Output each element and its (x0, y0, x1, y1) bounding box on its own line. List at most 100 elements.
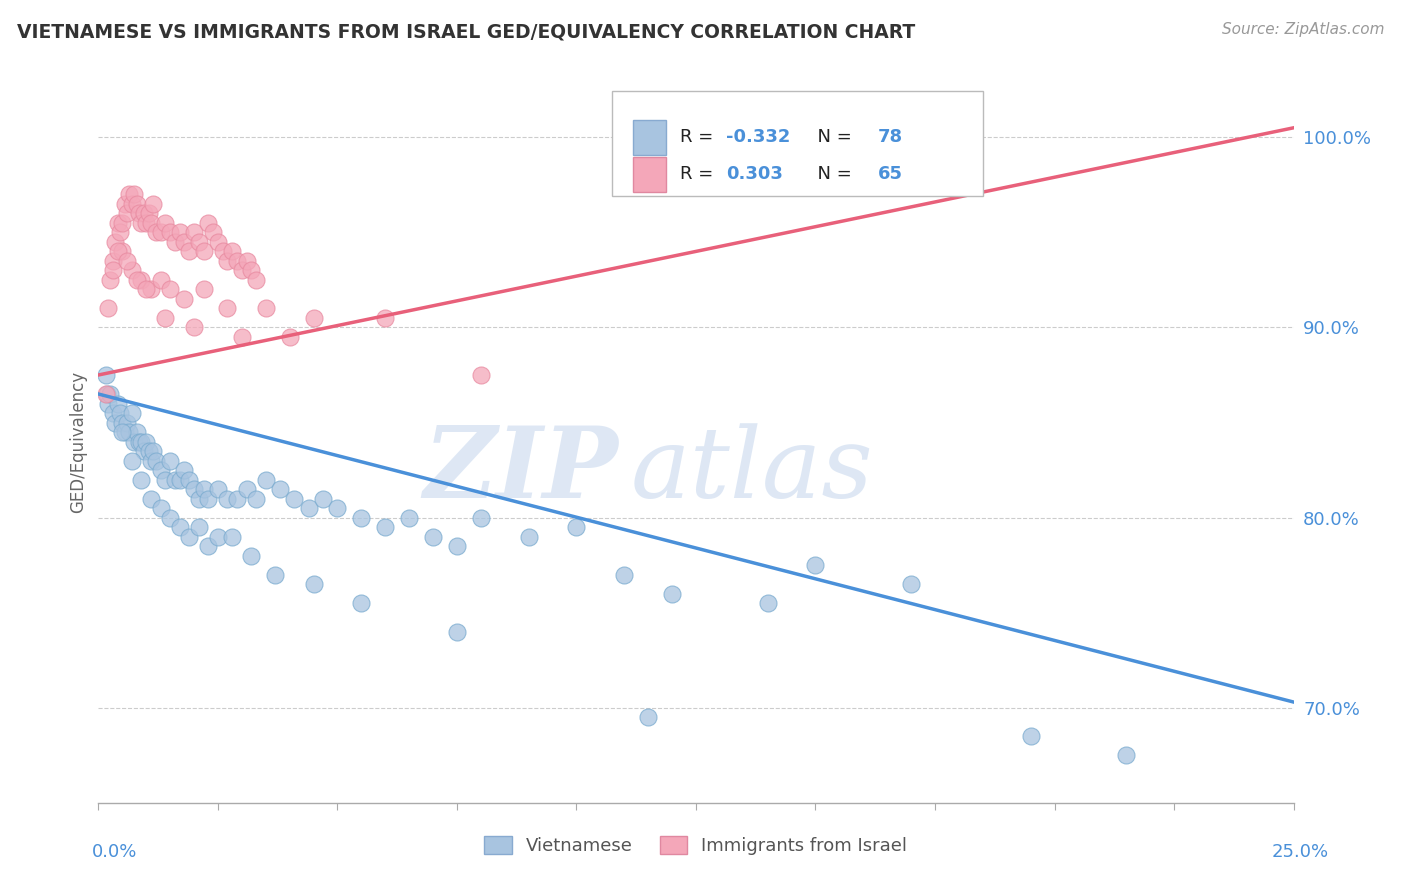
Point (187, 235, 209, 249)
Point (350, 510, 373, 524)
Point (94, 387, 117, 401)
Point (169, 520, 191, 534)
Bar (633, 120, 666, 154)
Point (235, 254, 257, 268)
Point (139, 282, 162, 296)
Point (240, 263, 263, 277)
Point (187, 491, 209, 506)
Point (217, 301, 239, 316)
Point (107, 244, 129, 259)
Point (173, 292, 195, 306)
Point (125, 273, 148, 287)
Point (207, 482, 229, 496)
Text: ZIP: ZIP (423, 422, 619, 518)
Point (111, 416, 134, 430)
Point (159, 282, 181, 296)
Point (804, 558, 827, 573)
Text: Source: ZipAtlas.com: Source: ZipAtlas.com (1222, 22, 1385, 37)
Point (131, 273, 153, 287)
Point (207, 530, 229, 544)
Point (98, 273, 122, 287)
Point (124, 434, 146, 449)
Point (101, 254, 124, 268)
Point (135, 282, 157, 296)
Point (756, 596, 779, 610)
Point (118, 187, 141, 202)
Point (173, 463, 195, 477)
Text: 0.303: 0.303 (725, 165, 783, 183)
Point (183, 226, 205, 240)
Point (197, 216, 219, 230)
Point (183, 482, 205, 496)
Point (108, 406, 131, 420)
Point (173, 235, 195, 249)
Point (118, 425, 141, 439)
Text: N =: N = (806, 165, 858, 183)
Text: R =: R = (681, 128, 720, 146)
Point (111, 425, 134, 439)
Point (254, 301, 277, 316)
Point (159, 226, 181, 240)
Point (179, 244, 201, 259)
Point (145, 226, 167, 240)
Point (278, 330, 301, 344)
Point (155, 216, 177, 230)
Point (149, 463, 172, 477)
Point (114, 425, 136, 439)
Point (163, 473, 186, 487)
Point (142, 197, 165, 211)
FancyBboxPatch shape (613, 91, 983, 196)
Point (398, 510, 420, 524)
Point (155, 473, 177, 487)
Point (131, 216, 153, 230)
Point (97, 301, 120, 316)
Point (142, 444, 165, 458)
Point (179, 473, 201, 487)
Point (111, 216, 134, 230)
Point (159, 453, 181, 467)
Point (139, 216, 162, 230)
Point (637, 710, 659, 724)
Text: N =: N = (806, 128, 858, 146)
Point (193, 244, 215, 259)
Point (197, 539, 219, 553)
Point (121, 197, 143, 211)
Point (374, 520, 396, 534)
Point (169, 473, 191, 487)
Point (155, 310, 177, 325)
Point (312, 491, 335, 506)
Point (231, 263, 253, 277)
Point (124, 187, 146, 202)
Point (298, 501, 321, 516)
Point (193, 282, 215, 296)
Point (104, 235, 127, 249)
Point (149, 226, 172, 240)
Point (138, 444, 160, 458)
Point (245, 273, 267, 287)
Point (374, 310, 396, 325)
Point (96, 387, 118, 401)
Point (422, 530, 444, 544)
Point (245, 491, 267, 506)
Point (115, 416, 138, 430)
Point (207, 235, 229, 249)
Point (128, 434, 150, 449)
Point (326, 501, 349, 516)
Text: 78: 78 (877, 128, 903, 146)
Point (231, 330, 253, 344)
Point (661, 587, 683, 601)
Point (226, 254, 249, 268)
Point (139, 453, 162, 467)
Point (235, 482, 257, 496)
Point (121, 406, 143, 420)
Text: 0.0%: 0.0% (91, 843, 136, 861)
Point (131, 473, 153, 487)
Point (470, 510, 492, 524)
Point (197, 491, 219, 506)
Point (240, 549, 263, 563)
Point (138, 206, 160, 220)
Point (159, 510, 181, 524)
Point (613, 567, 636, 582)
Y-axis label: GED/Equivalency: GED/Equivalency (69, 370, 87, 513)
Point (226, 491, 249, 506)
